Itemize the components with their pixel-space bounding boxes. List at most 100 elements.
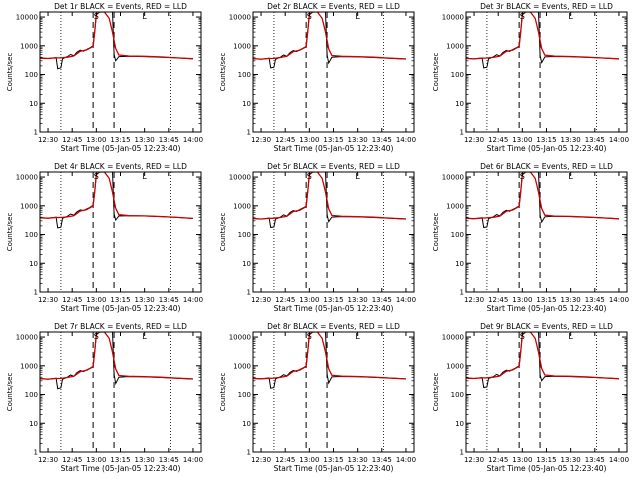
y-tick-label: 10 (455, 260, 464, 268)
detector-panel-9: 1 10 100 1000 10000 12:30 12:45 13:00 13:15 13:30… (426, 320, 639, 480)
y-tick-label: 10000 (229, 14, 251, 22)
plot-frame (465, 11, 628, 133)
marker-label-s: S (307, 172, 312, 181)
x-tick-label: 13:30 (348, 296, 368, 304)
x-tick-label: 12:30 (38, 296, 58, 304)
x-tick-label: 14:00 (396, 296, 416, 304)
chart-title: Det 9r BLACK = Events, RED = LLD (480, 322, 613, 331)
y-tick-label: 100 (25, 391, 38, 399)
series-line-red (40, 172, 193, 220)
x-tick-label: 13:30 (561, 136, 581, 144)
y-tick-label: 1000 (233, 42, 251, 50)
y-tick-label: 1000 (446, 42, 464, 50)
x-tick-label: 13:00 (512, 296, 532, 304)
x-tick-label: 12:45 (275, 136, 295, 144)
marker-label-l: L (355, 12, 360, 21)
x-tick-label: 14:00 (396, 136, 416, 144)
y-tick-label: 1000 (233, 362, 251, 370)
series-group (40, 172, 193, 229)
x-tick-label: 13:45 (159, 456, 179, 464)
series-line-black (253, 172, 406, 229)
x-tick-label: 13:00 (512, 136, 532, 144)
series-line-red (253, 332, 406, 380)
marker-label-s: S (307, 12, 312, 21)
chart-title: Det 8r BLACK = Events, RED = LLD (267, 322, 400, 331)
series-group (466, 172, 619, 229)
y-tick-label: 1000 (20, 202, 38, 210)
series-group (40, 12, 193, 70)
x-tick-label: 12:30 (464, 296, 484, 304)
x-tick-label: 12:45 (62, 456, 82, 464)
chart-svg: 1 10 100 1000 10000 12:30 12:45 13:00 13:15 13:30… (219, 322, 416, 473)
detector-panel-6: 1 10 100 1000 10000 12:30 12:45 13:00 13:15 13:30… (426, 160, 639, 320)
x-tick-label: 14:00 (609, 296, 629, 304)
x-tick-label: 13:15 (536, 136, 556, 144)
y-axis-label: Counts/sec (432, 373, 440, 412)
y-tick-label: 100 (25, 231, 38, 239)
x-tick-label: 13:00 (86, 296, 106, 304)
marker-label-s: S (307, 332, 312, 341)
y-tick-label: 100 (451, 391, 464, 399)
y-axis-label: Counts/sec (432, 213, 440, 252)
chart-title: Det 6r BLACK = Events, RED = LLD (480, 162, 613, 171)
x-axis-label: Start Time (05-Jan-05 12:23:40) (274, 144, 394, 153)
marker-label-s: S (94, 172, 99, 181)
x-tick-label: 13:30 (348, 456, 368, 464)
y-tick-label: 1000 (233, 202, 251, 210)
x-tick-label: 14:00 (183, 456, 203, 464)
y-tick-label: 10000 (442, 334, 464, 342)
series-line-black (40, 12, 193, 70)
series-line-red (466, 332, 619, 380)
x-tick-label: 14:00 (609, 456, 629, 464)
y-tick-label: 10000 (442, 14, 464, 22)
marker-label-s: S (94, 332, 99, 341)
series-line-black (466, 172, 619, 229)
series-line-black (466, 332, 619, 389)
x-tick-label: 13:15 (110, 296, 130, 304)
x-tick-label: 13:00 (86, 136, 106, 144)
series-line-red (253, 172, 406, 220)
x-tick-label: 12:45 (275, 456, 295, 464)
y-tick-label: 1000 (446, 362, 464, 370)
series-line-red (40, 332, 193, 380)
y-tick-label: 10000 (442, 174, 464, 182)
detector-panel-7: 1 10 100 1000 10000 12:30 12:45 13:00 13:15 13:30… (0, 320, 213, 480)
chart-svg: 1 10 100 1000 10000 12:30 12:45 13:00 13:15 13:30… (6, 322, 203, 473)
x-axis-label: Start Time (05-Jan-05 12:23:40) (61, 464, 181, 473)
x-tick-label: 13:45 (585, 296, 605, 304)
chart-svg: 1 10 100 1000 10000 12:30 12:45 13:00 13:15 13:30… (432, 2, 629, 153)
x-tick-label: 13:30 (348, 136, 368, 144)
y-tick-label: 10000 (16, 334, 38, 342)
y-tick-label: 1000 (20, 42, 38, 50)
series-group (253, 172, 406, 229)
y-tick-label: 1 (247, 449, 251, 457)
series-line-red (40, 12, 193, 60)
x-tick-label: 12:30 (38, 136, 58, 144)
plot-frame (465, 331, 628, 453)
marker-label-s: S (94, 12, 99, 21)
x-tick-label: 12:45 (488, 296, 508, 304)
x-tick-label: 13:30 (135, 456, 155, 464)
x-tick-label: 13:45 (159, 296, 179, 304)
x-tick-label: 14:00 (183, 136, 203, 144)
y-tick-label: 10 (242, 420, 251, 428)
y-tick-label: 10000 (229, 174, 251, 182)
y-tick-label: 10 (29, 260, 38, 268)
detector-panel-4: 1 10 100 1000 10000 12:30 12:45 13:00 13:15 13:30… (0, 160, 213, 320)
marker-label-l: L (568, 332, 573, 341)
y-axis-label: Counts/sec (6, 213, 14, 252)
marker-label-l: L (142, 172, 147, 181)
y-tick-label: 10 (29, 420, 38, 428)
x-tick-label: 13:00 (299, 296, 319, 304)
y-tick-label: 1 (34, 449, 38, 457)
marker-label-l: L (568, 12, 573, 21)
y-tick-label: 10 (242, 100, 251, 108)
y-tick-label: 1 (460, 289, 464, 297)
x-axis-label: Start Time (05-Jan-05 12:23:40) (274, 464, 394, 473)
marker-label-s: S (520, 172, 525, 181)
x-tick-label: 13:15 (110, 456, 130, 464)
x-tick-label: 12:30 (251, 456, 271, 464)
chart-title: Det 2r BLACK = Events, RED = LLD (267, 2, 400, 11)
x-tick-label: 13:30 (561, 296, 581, 304)
plot-frame (252, 331, 415, 453)
